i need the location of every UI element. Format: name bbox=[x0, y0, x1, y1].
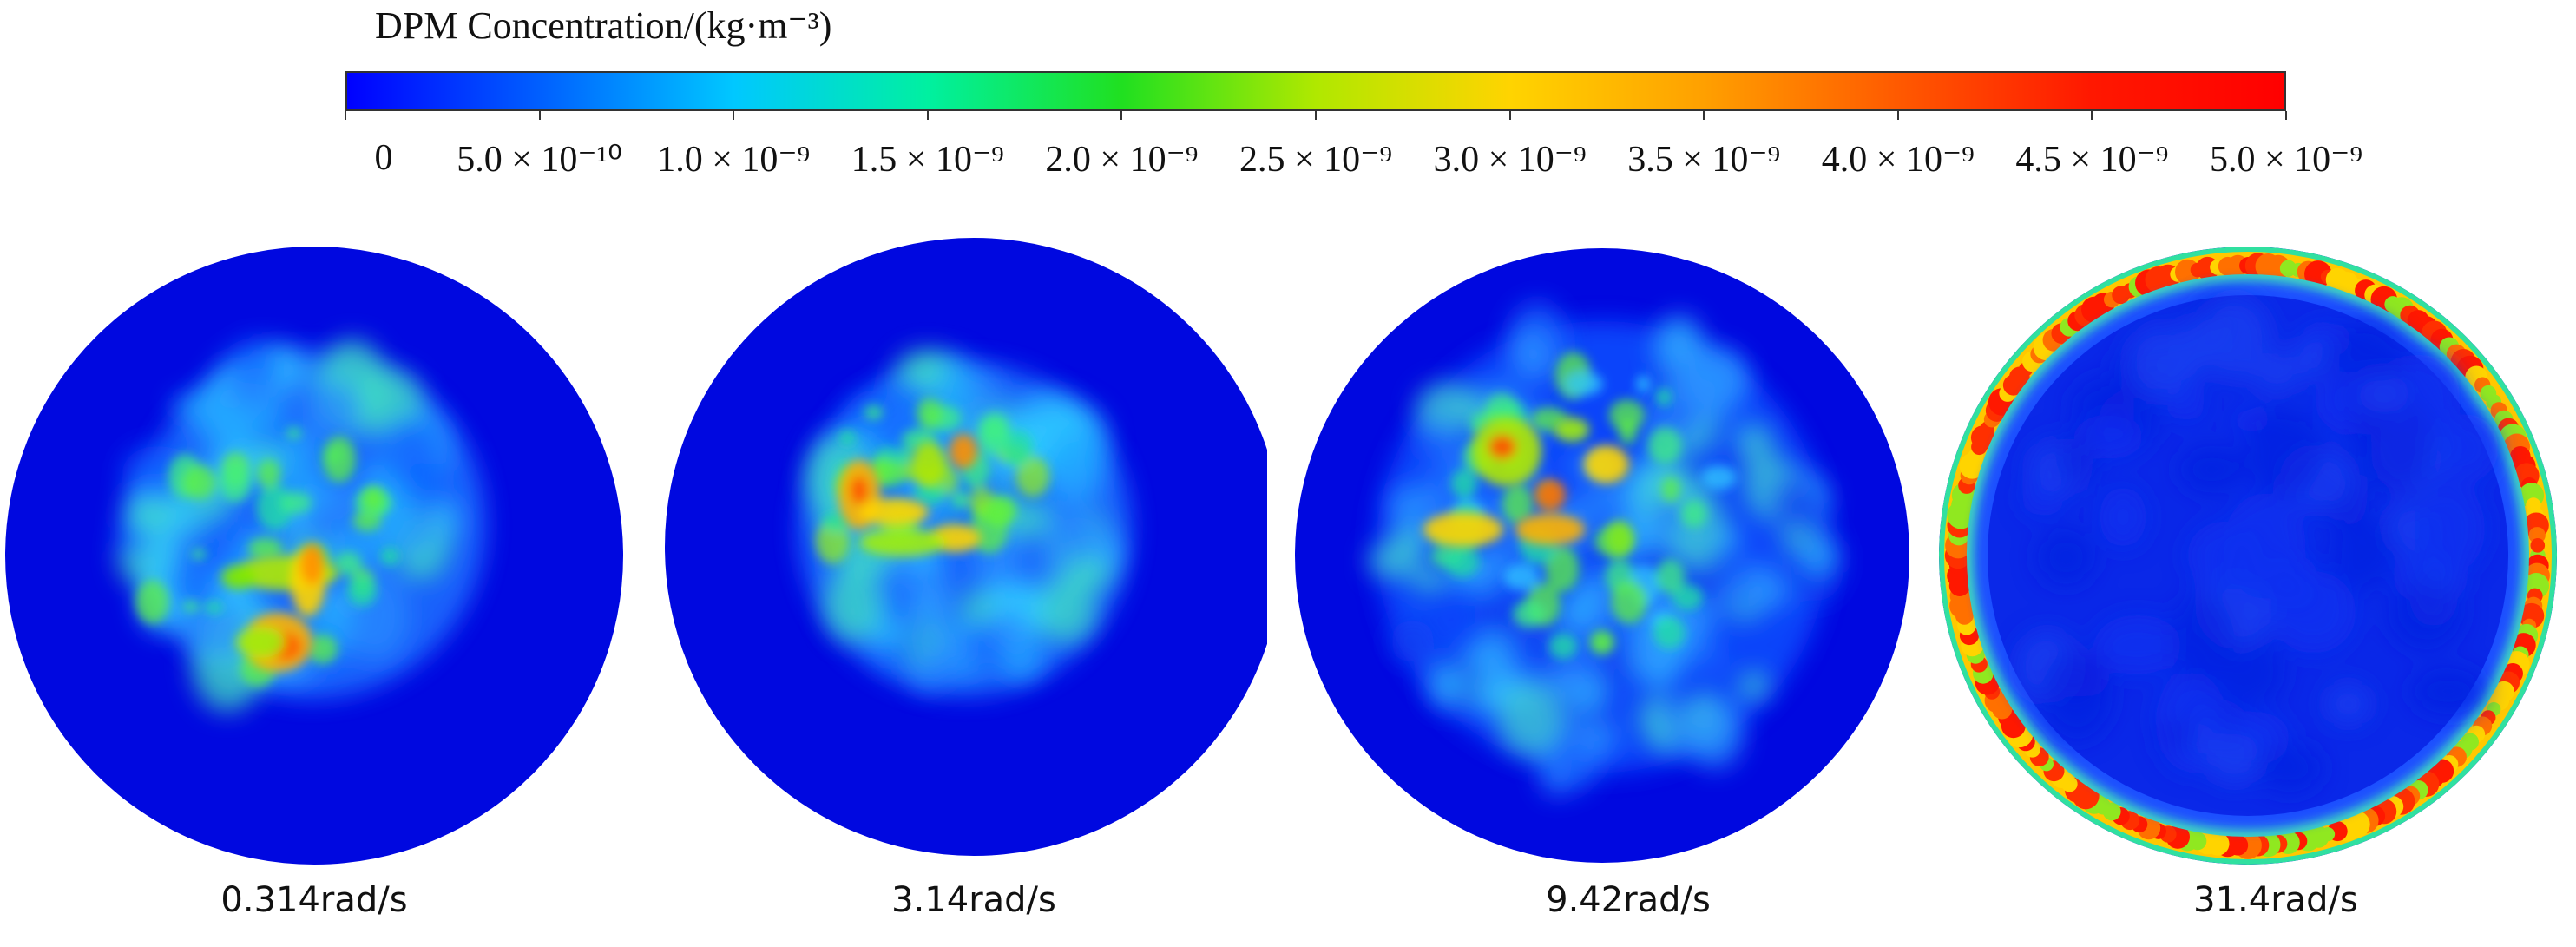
contour-plot bbox=[5, 247, 623, 865]
colorbar-tick bbox=[538, 111, 541, 120]
colorbar-tick-label: 1.5 × 10⁻⁹ bbox=[851, 140, 1004, 180]
colorbar-tick-label: 3.0 × 10⁻⁹ bbox=[1433, 140, 1587, 180]
colorbar-tick bbox=[926, 111, 929, 120]
colorbar-tick bbox=[733, 111, 735, 120]
panel-label-0314: 0.314rad/s bbox=[220, 880, 408, 920]
panel-0314 bbox=[0, 234, 625, 894]
colorbar-tick bbox=[2091, 111, 2093, 120]
colorbar-tick-label: 5.0 × 10⁻¹⁰ bbox=[457, 140, 622, 180]
colorbar-tick-label: 5.0 × 10⁻⁹ bbox=[2210, 140, 2362, 180]
colorbar bbox=[345, 71, 2286, 111]
contour-plot bbox=[1939, 247, 2557, 865]
colorbar-title: DPM Concentration/(kg·m⁻³) bbox=[375, 4, 832, 47]
colorbar-tick-label: 2.0 × 10⁻⁹ bbox=[1045, 140, 1199, 180]
panel-label-942: 9.42rad/s bbox=[1546, 880, 1711, 920]
colorbar-tick bbox=[2285, 111, 2287, 120]
colorbar-tick-label: 4.0 × 10⁻⁹ bbox=[1821, 140, 1975, 180]
colorbar-tick bbox=[1896, 111, 1899, 120]
panel-942 bbox=[1290, 234, 1915, 894]
colorbar-tick bbox=[1120, 111, 1123, 120]
colorbar-tick bbox=[345, 111, 346, 120]
colorbar-tick-label: 3.5 × 10⁻⁹ bbox=[1627, 140, 1781, 180]
panel-314-high bbox=[1935, 234, 2560, 894]
panel-314 bbox=[642, 234, 1267, 894]
colorbar-tick bbox=[1508, 111, 1511, 120]
colorbar-tick-label: 4.5 × 10⁻⁹ bbox=[2015, 140, 2169, 180]
colorbar-tick-label: 1.0 × 10⁻⁹ bbox=[657, 140, 811, 180]
colorbar-tick-label: 2.5 × 10⁻⁹ bbox=[1239, 140, 1392, 180]
contour-plot bbox=[665, 238, 1267, 856]
colorbar-tick-label: 0 bbox=[374, 138, 393, 178]
contour-plot bbox=[1295, 248, 1909, 863]
panel-label-314-high: 31.4rad/s bbox=[2193, 880, 2358, 920]
colorbar-tick bbox=[1703, 111, 1705, 120]
panel-label-314: 3.14rad/s bbox=[891, 880, 1056, 920]
colorbar-tick bbox=[1315, 111, 1317, 120]
